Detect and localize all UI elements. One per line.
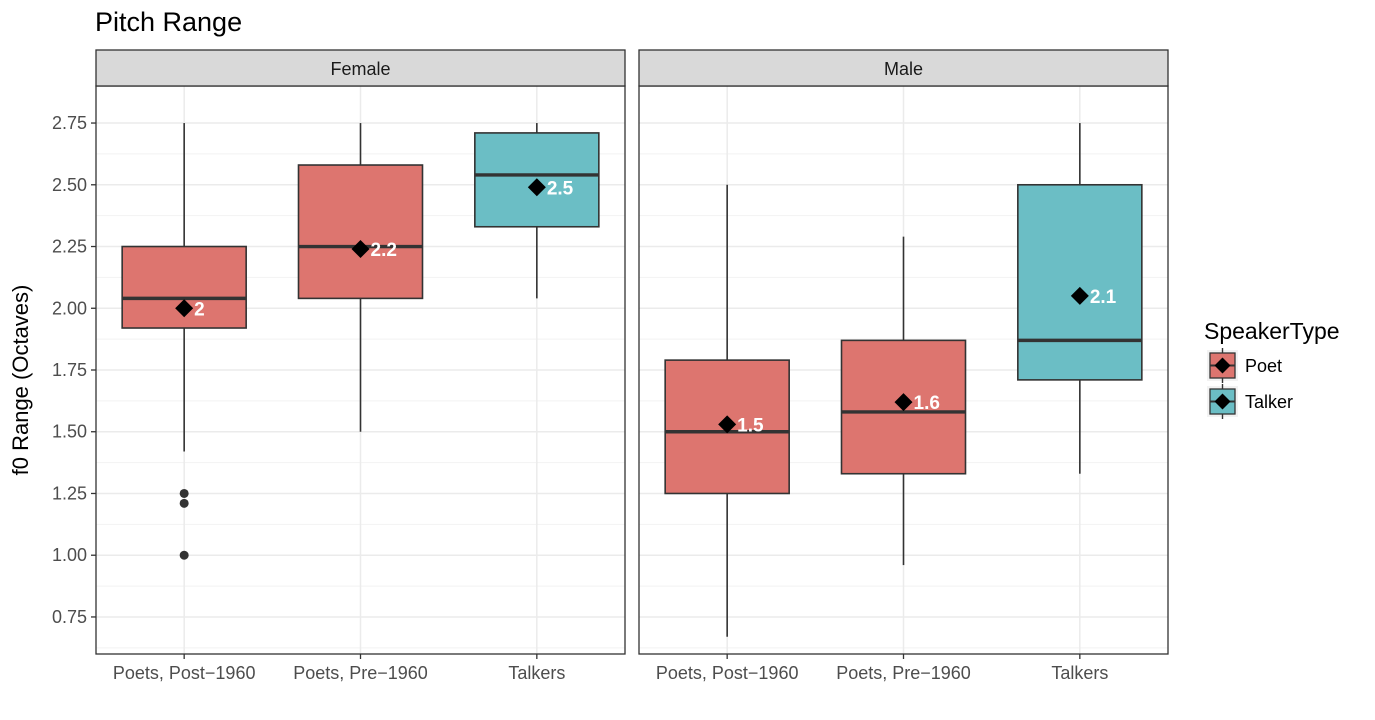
- y-tick-label: 1.00: [52, 545, 87, 565]
- mean-label: 2: [194, 299, 205, 320]
- y-tick-label: 0.75: [52, 607, 87, 627]
- mean-marker: [1070, 286, 1089, 305]
- y-tick-label: 2.75: [52, 113, 87, 133]
- legend-key-mean-marker: [1214, 357, 1231, 374]
- mean-label: 2.1: [1090, 287, 1117, 308]
- facet-strip-label: Female: [330, 59, 390, 79]
- mean-label: 2.5: [547, 178, 574, 199]
- facet-strip-label: Male: [884, 59, 923, 79]
- legend-item-poet: Poet: [1207, 348, 1282, 383]
- mean-marker: [527, 178, 546, 197]
- facet-strip: [95, 49, 626, 87]
- y-tick-label: 2.25: [52, 237, 87, 257]
- legend-title: SpeakerType: [1204, 318, 1340, 344]
- chart-title: Pitch Range: [95, 7, 242, 37]
- outlier-point: [179, 488, 189, 498]
- mean-label: 1.5: [737, 415, 764, 436]
- panel-female: 2 2.2 2.5 Female Poets, Post−1960 Poets, Pre−…: [95, 49, 626, 683]
- y-axis-label: f0 Range (Octaves): [8, 285, 33, 476]
- legend-item-talker: Talker: [1207, 384, 1293, 419]
- x-tick-label: Poets, Post−1960: [656, 663, 799, 683]
- box-female-1: 2.2: [297, 123, 424, 432]
- y-tick-label: 2.50: [52, 175, 87, 195]
- y-axis: 0.75 1.00 1.25 1.50 1.75 2.00 2.25 2.50 2.75: [52, 113, 96, 627]
- x-tick-label: Poets, Pre−1960: [836, 663, 971, 683]
- box-iqr: [297, 164, 424, 300]
- outlier-point: [179, 498, 189, 508]
- box-female-2: 2.5: [474, 123, 600, 299]
- box-male-0: 1.5: [664, 184, 790, 637]
- box-iqr: [1017, 183, 1143, 381]
- y-tick-label: 1.50: [52, 422, 87, 442]
- box-male-2: 2.1: [1017, 123, 1143, 474]
- mean-label: 1.6: [914, 393, 940, 414]
- y-tick-label: 1.75: [52, 360, 87, 380]
- x-tick-label: Poets, Pre−1960: [293, 663, 428, 683]
- mean-marker: [175, 299, 194, 318]
- mean-label: 2.2: [371, 240, 397, 261]
- panels: 2 2.2 2.5 Female Poets, Post−1960 Poets, Pre−…: [52, 49, 1169, 683]
- mean-marker: [351, 239, 370, 258]
- x-tick-label: Talkers: [508, 663, 565, 683]
- box-iqr: [121, 245, 247, 329]
- x-tick-label: Poets, Post−1960: [113, 663, 256, 683]
- box-male-1: 1.6: [840, 236, 967, 566]
- x-tick-label: Talkers: [1051, 663, 1108, 683]
- facet-strip: [638, 49, 1169, 87]
- y-tick-label: 1.25: [52, 483, 87, 503]
- outlier-point: [179, 550, 189, 560]
- mean-marker: [718, 415, 737, 434]
- legend-item-label: Poet: [1245, 356, 1282, 376]
- legend-item-label: Talker: [1245, 392, 1293, 412]
- panel-male: 1.5 1.6 2.1 Male Poets, Post−1960 Poets, Pre−…: [638, 49, 1169, 683]
- legend-key-mean-marker: [1214, 393, 1231, 410]
- y-tick-label: 2.00: [52, 298, 87, 318]
- legend: SpeakerType Poet Talker: [1204, 318, 1340, 419]
- mean-marker: [894, 393, 913, 412]
- box-female-0: 2: [121, 123, 247, 560]
